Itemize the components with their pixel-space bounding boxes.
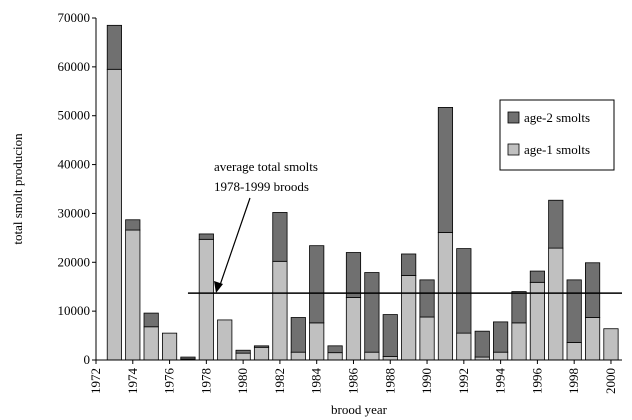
bar: [603, 328, 619, 361]
annotation: 1978-1999 broods: [214, 179, 309, 194]
bar: [566, 279, 582, 343]
y-axis-label: total smolt producion: [10, 133, 25, 245]
x-tick-label: 1996: [529, 368, 544, 395]
x-tick-label: 1990: [419, 368, 434, 394]
bar: [456, 248, 472, 334]
bar: [106, 24, 122, 70]
x-tick-label: 1998: [566, 368, 581, 394]
bar: [437, 232, 454, 361]
bar: [529, 270, 545, 283]
bar: [290, 351, 306, 361]
bar: [125, 229, 141, 361]
annotation-arrow: [218, 197, 251, 289]
bar: [327, 352, 343, 361]
bar: [364, 272, 380, 353]
bar: [529, 281, 545, 361]
bar: [585, 262, 601, 318]
bar: [364, 351, 380, 361]
x-tick-label: 1972: [88, 368, 103, 394]
bar: [566, 342, 582, 361]
bar: [419, 279, 435, 318]
x-tick-label: 1980: [235, 368, 250, 394]
bar: [272, 212, 288, 262]
bar: [345, 297, 362, 361]
bar: [180, 356, 196, 360]
y-tick-label: 30000: [58, 205, 91, 220]
y-tick-label: 70000: [58, 10, 91, 25]
bar: [493, 351, 509, 361]
x-tick-label: 1992: [456, 368, 471, 394]
bar: [198, 233, 214, 240]
bar: [290, 317, 306, 353]
bar: [125, 219, 141, 231]
bar: [401, 275, 417, 361]
y-tick-label: 0: [84, 352, 91, 367]
x-tick-label: 1986: [345, 368, 360, 395]
x-tick-label: 1984: [309, 368, 324, 395]
bar: [548, 247, 564, 361]
bar: [253, 345, 270, 348]
bar: [143, 326, 159, 361]
bar: [309, 245, 325, 324]
bar: [309, 322, 325, 361]
bar: [437, 107, 454, 233]
bar: [327, 345, 343, 354]
bar: [493, 321, 509, 353]
bar: [456, 332, 472, 361]
bar: [345, 252, 362, 298]
bar: [511, 322, 527, 361]
x-tick-label: 1978: [198, 368, 213, 394]
x-tick-label: 1974: [125, 368, 140, 395]
x-axis-label: brood year: [331, 402, 388, 417]
bar: [235, 349, 251, 354]
y-tick-label: 20000: [58, 254, 91, 269]
bar: [198, 238, 214, 361]
bar: [474, 330, 490, 358]
x-tick-label: 1976: [162, 368, 177, 395]
y-tick-label: 10000: [58, 303, 91, 318]
bar: [253, 346, 270, 361]
legend-swatch: [507, 111, 520, 124]
bar: [511, 291, 527, 324]
bar: [161, 332, 178, 361]
y-tick-label: 50000: [58, 108, 91, 123]
y-tick-label: 40000: [58, 157, 91, 172]
y-tick-label: 60000: [58, 59, 91, 74]
legend-label: age-2 smolts: [524, 110, 590, 125]
x-tick-label: 2000: [603, 368, 618, 394]
legend-swatch: [507, 143, 520, 156]
bar: [382, 356, 398, 361]
bar: [235, 352, 251, 361]
annotation: average total smolts: [214, 159, 318, 174]
bar: [548, 199, 564, 249]
x-tick-label: 1994: [493, 367, 508, 394]
bar: [217, 319, 233, 361]
bar: [272, 260, 288, 361]
x-tick-label: 1982: [272, 368, 287, 394]
bar: [382, 314, 398, 357]
bar: [585, 317, 601, 361]
legend-label: age-1 smolts: [524, 142, 590, 157]
arrow-head: [214, 281, 223, 293]
bar: [143, 312, 159, 328]
x-tick-label: 1988: [382, 368, 397, 394]
bar: [401, 253, 417, 276]
bar: [419, 316, 435, 361]
bar: [106, 68, 122, 361]
